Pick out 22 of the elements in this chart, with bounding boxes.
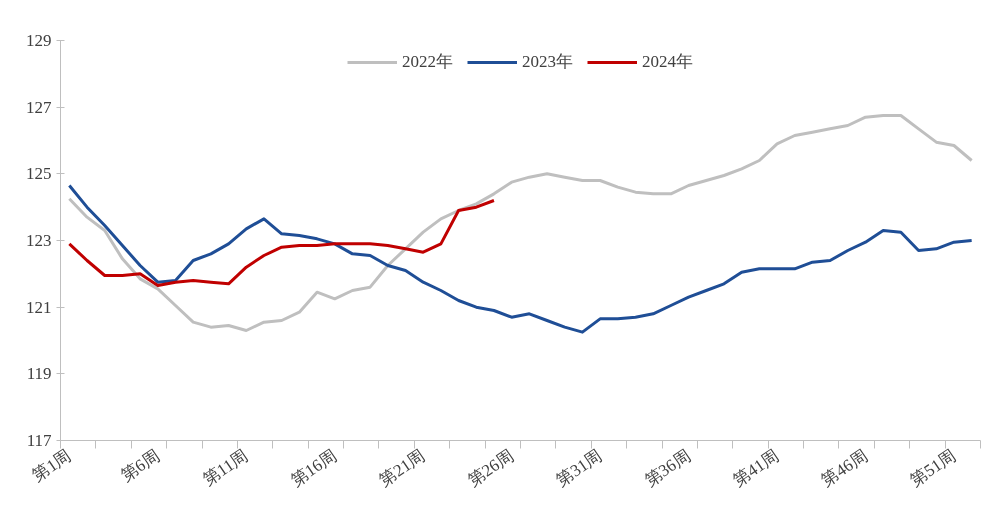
y-tick-label: 121 [26, 297, 52, 317]
y-tick-label: 129 [26, 31, 52, 50]
line-series [67, 114, 974, 332]
line-series [67, 184, 974, 334]
x-tick-label: 第41周 [729, 445, 783, 491]
line-series [67, 199, 496, 287]
x-tick-label: 第31周 [552, 445, 606, 491]
legend-label: 2023年 [522, 51, 573, 73]
x-tick-label: 第26周 [464, 445, 518, 491]
x-tick-label: 第21周 [375, 445, 429, 491]
y-tick-label: 127 [26, 97, 52, 117]
x-tick-label: 第51周 [906, 445, 960, 491]
legend-label: 2024年 [642, 51, 693, 73]
x-tick-label: 第11周 [199, 445, 252, 490]
y-tick-label: 125 [26, 164, 52, 184]
y-tick-label: 123 [26, 231, 52, 250]
x-tick-label: 第46周 [818, 445, 871, 491]
x-tick-label: 第16周 [287, 445, 341, 491]
x-tick-label: 第6周 [117, 445, 164, 486]
legend-label: 2022年 [402, 51, 453, 73]
x-tick-label: 第36周 [641, 445, 694, 491]
y-tick-label: 119 [26, 364, 52, 384]
